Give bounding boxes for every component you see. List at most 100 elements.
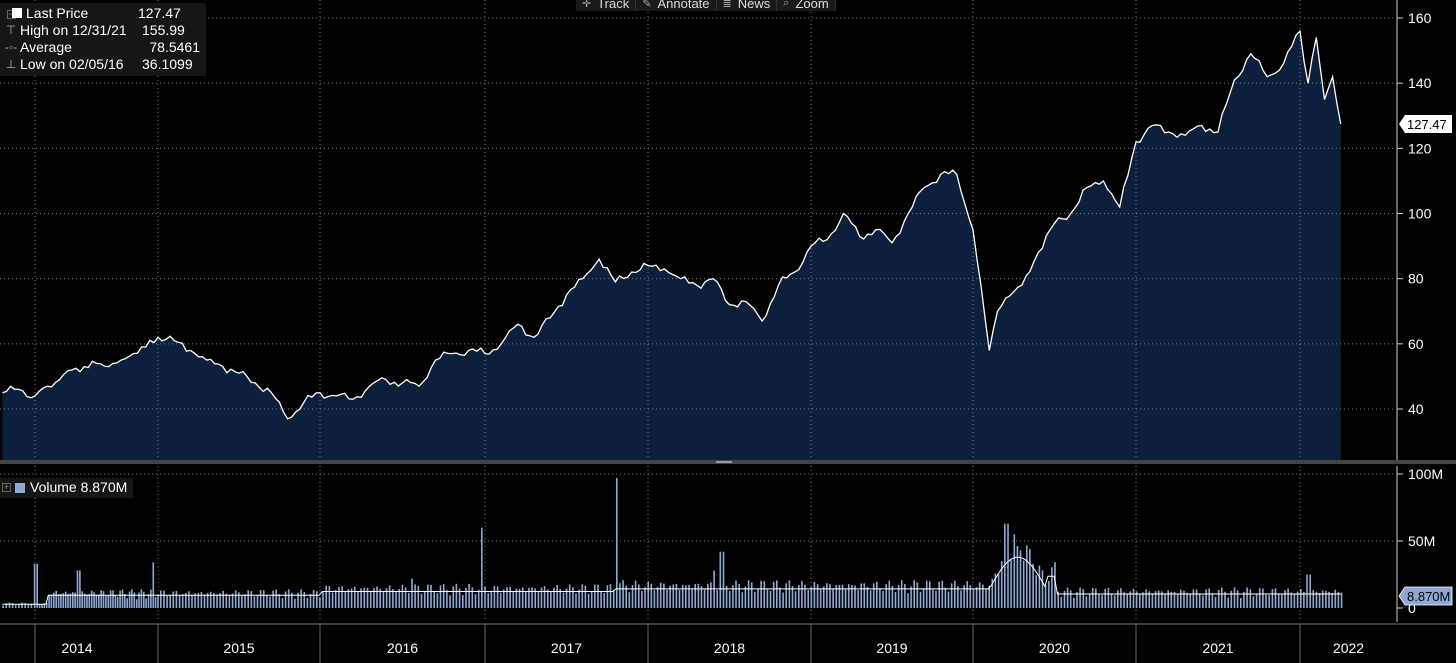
volume-bar bbox=[487, 593, 489, 608]
x-tick-label: 2019 bbox=[876, 640, 907, 656]
news-button[interactable]: ≣ News bbox=[716, 0, 778, 11]
volume-bar bbox=[1173, 591, 1176, 608]
volume-bar bbox=[991, 578, 994, 608]
volume-bar bbox=[1145, 589, 1147, 608]
legend-row-last-price[interactable]: − Last Price 127.47 bbox=[2, 5, 200, 22]
volume-bar bbox=[810, 587, 813, 608]
volume-bar bbox=[206, 593, 209, 608]
volume-bar bbox=[354, 586, 356, 608]
volume-bar bbox=[145, 598, 147, 608]
low-marker-icon: ⊥ bbox=[5, 57, 17, 71]
volume-bar bbox=[603, 593, 605, 608]
volume-bar bbox=[408, 592, 410, 608]
volume-bar bbox=[935, 590, 937, 608]
grid-lines bbox=[0, 0, 1396, 622]
volume-bar bbox=[312, 589, 315, 608]
volume-bar bbox=[48, 594, 50, 608]
volume-bar bbox=[150, 589, 152, 608]
volume-bar bbox=[1054, 562, 1056, 608]
volume-bar bbox=[499, 592, 502, 608]
volume-bar bbox=[1104, 588, 1106, 608]
expander-icon[interactable]: + bbox=[2, 482, 11, 492]
volume-bar bbox=[1246, 587, 1248, 608]
volume-bar bbox=[1129, 591, 1132, 608]
volume-bar bbox=[1230, 590, 1233, 608]
volume-bar bbox=[776, 580, 778, 608]
volume-bar bbox=[175, 590, 178, 608]
volume-bar bbox=[954, 580, 956, 608]
volume-bar bbox=[798, 585, 800, 608]
volume-bar bbox=[894, 592, 897, 608]
volume-bar bbox=[363, 587, 366, 608]
volume-bar bbox=[885, 583, 887, 608]
volume-bar bbox=[253, 596, 256, 608]
volume-bar bbox=[1284, 590, 1286, 608]
volume-bar bbox=[1255, 593, 1258, 608]
volume-bar bbox=[1091, 588, 1094, 608]
volume-bar bbox=[154, 597, 157, 608]
volume-bar bbox=[1051, 567, 1053, 608]
volume-bar bbox=[1095, 588, 1097, 608]
annotate-button[interactable]: ✎ Annotate bbox=[636, 0, 717, 11]
volume-bar bbox=[960, 590, 962, 608]
volume-bar bbox=[612, 590, 615, 608]
volume-bar bbox=[297, 592, 299, 608]
volume-bar bbox=[369, 590, 372, 608]
volume-bar bbox=[1035, 575, 1037, 608]
volume-bar bbox=[98, 594, 100, 608]
volume-bar bbox=[1142, 592, 1144, 608]
volume-bar bbox=[744, 586, 747, 608]
volume-bar bbox=[83, 593, 86, 608]
volume-bar bbox=[197, 592, 200, 608]
volume-bar bbox=[540, 587, 543, 608]
volume-bar bbox=[1274, 588, 1277, 608]
volume-bar bbox=[379, 589, 381, 608]
volume-bar bbox=[1060, 596, 1063, 608]
x-tick-label: 2020 bbox=[1039, 640, 1070, 656]
volume-bar bbox=[694, 584, 696, 608]
volume-bar bbox=[1262, 588, 1264, 608]
volume-bar bbox=[750, 582, 753, 608]
volume-bar bbox=[681, 584, 684, 608]
volume-bar bbox=[675, 584, 678, 608]
volume-bar bbox=[128, 591, 131, 608]
volume-bar bbox=[30, 604, 33, 608]
volume-bar bbox=[1306, 574, 1308, 608]
volume-bar bbox=[876, 581, 878, 608]
volume-bar bbox=[1202, 595, 1204, 608]
volume-bar bbox=[90, 590, 93, 608]
zoom-button[interactable]: ⌕ Zoom bbox=[777, 0, 836, 11]
volume-bar bbox=[234, 590, 237, 608]
volume-bar bbox=[1315, 591, 1318, 608]
volume-bar bbox=[493, 585, 496, 608]
volume-bar bbox=[172, 591, 175, 608]
volume-bar bbox=[975, 587, 978, 608]
volume-bar bbox=[925, 580, 928, 608]
average-label: Average bbox=[20, 39, 72, 55]
volume-tick-label: 50M bbox=[1408, 533, 1435, 549]
volume-bar bbox=[779, 587, 781, 608]
volume-bar bbox=[1281, 594, 1283, 608]
volume-bar bbox=[259, 590, 262, 608]
volume-bar bbox=[1076, 592, 1078, 608]
volume-bar bbox=[543, 586, 546, 608]
volume-bar bbox=[231, 593, 234, 608]
volume-bar bbox=[1318, 592, 1321, 608]
volume-bar bbox=[1217, 589, 1220, 608]
volume-bar bbox=[1277, 593, 1280, 608]
volume-bar bbox=[1007, 523, 1009, 608]
track-button[interactable]: ✛ Track bbox=[576, 0, 637, 11]
volume-legend[interactable]: + Volume 8.870M bbox=[0, 478, 134, 498]
volume-bar bbox=[427, 584, 429, 608]
volume-bar bbox=[138, 592, 140, 608]
news-icon: ≣ bbox=[722, 0, 732, 10]
volume-bar bbox=[1013, 534, 1016, 608]
low-value: 36.1099 bbox=[142, 56, 193, 72]
volume-bar bbox=[1126, 594, 1128, 608]
volume-bar bbox=[344, 591, 347, 608]
volume-bar bbox=[1268, 595, 1270, 608]
volume-bar bbox=[360, 588, 362, 608]
high-value: 155.99 bbox=[142, 22, 185, 38]
volume-bar bbox=[316, 591, 318, 608]
zoom-label: Zoom bbox=[795, 0, 829, 11]
